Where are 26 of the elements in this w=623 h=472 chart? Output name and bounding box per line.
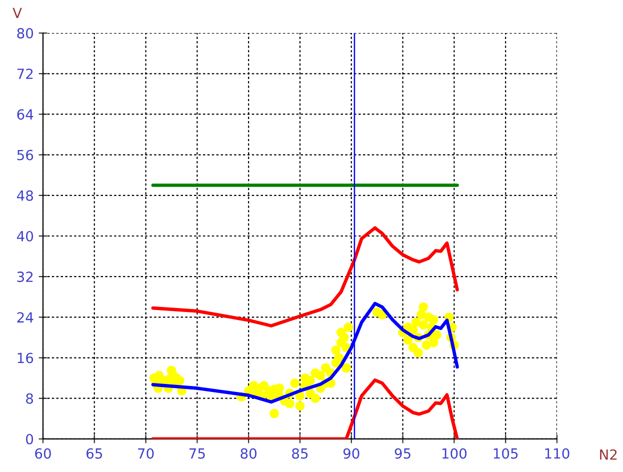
- y-axis-title: V: [12, 8, 22, 18]
- line-series: [151, 226, 459, 328]
- y-tick-label: 8: [26, 393, 34, 404]
- y-tick-label: 24: [17, 312, 34, 322]
- x-tick-label: 70: [138, 448, 154, 459]
- y-tick-label: 48: [16, 190, 34, 201]
- x-tick-label: 95: [394, 448, 410, 459]
- y-tick-label: 56: [17, 150, 34, 160]
- x-axis-title: N2: [600, 449, 617, 460]
- x-tick-label: 85: [292, 448, 308, 459]
- y-tick-label: 32: [17, 272, 33, 282]
- x-tick-label: 75: [189, 448, 205, 459]
- x-tick-label: 80: [240, 448, 256, 459]
- x-tick-label: 110: [545, 448, 570, 459]
- y-tick-label: 16: [18, 352, 34, 364]
- y-tick-label: 80: [17, 28, 34, 39]
- y-tick-label: 72: [17, 68, 33, 79]
- x-tick-label: 105: [494, 448, 518, 459]
- y-tick-label: 64: [17, 109, 34, 120]
- y-tick-label: 40: [16, 230, 34, 242]
- y-tick-label: 0: [26, 434, 34, 444]
- x-tick-label: 60: [35, 448, 51, 459]
- x-tick-label: 100: [442, 448, 466, 459]
- line-series: [151, 378, 459, 439]
- x-tick-label: 65: [86, 448, 102, 459]
- x-tick-label: 90: [343, 448, 360, 459]
